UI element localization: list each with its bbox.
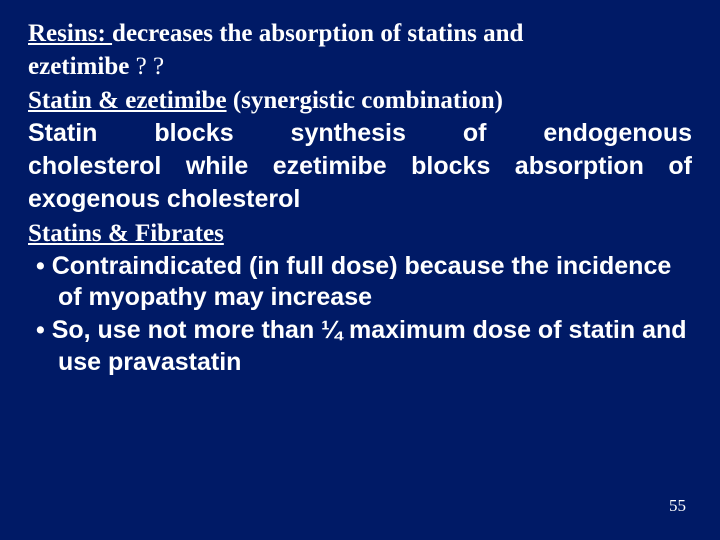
se-body-3: exogenous cholesterol (28, 184, 692, 215)
resins-qq: ? ? (129, 53, 164, 80)
se-body-1: Statin blocks synthesis of endogenous (28, 118, 692, 149)
statins-fibrates-heading: Statins & Fibrates (28, 218, 692, 249)
se-paren: (synergistic combination) (227, 87, 503, 114)
bullet-list: Contraindicated (in full dose) because t… (28, 251, 692, 378)
resins-line-2: ezetimibe ? ? (28, 51, 692, 82)
page-number: 55 (669, 496, 686, 516)
statin-ezetimibe-heading: Statin & ezetimibe (synergistic combinat… (28, 85, 692, 116)
bullet-2: So, use not more than ¼ maximum dose of … (28, 315, 692, 378)
slide: Resins: decreases the absorption of stat… (0, 0, 720, 540)
bullet-1: Contraindicated (in full dose) because t… (28, 251, 692, 314)
se-label: Statin & ezetimibe (28, 87, 227, 114)
resins-text-2: ezetimibe (28, 53, 129, 80)
resins-label: Resins: (28, 20, 112, 47)
resins-text-1: decreases the absorption of statins and (112, 20, 523, 47)
sf-label: Statins & Fibrates (28, 220, 224, 247)
se-body-2: cholesterol while ezetimibe blocks absor… (28, 151, 692, 182)
resins-line-1: Resins: decreases the absorption of stat… (28, 18, 692, 49)
